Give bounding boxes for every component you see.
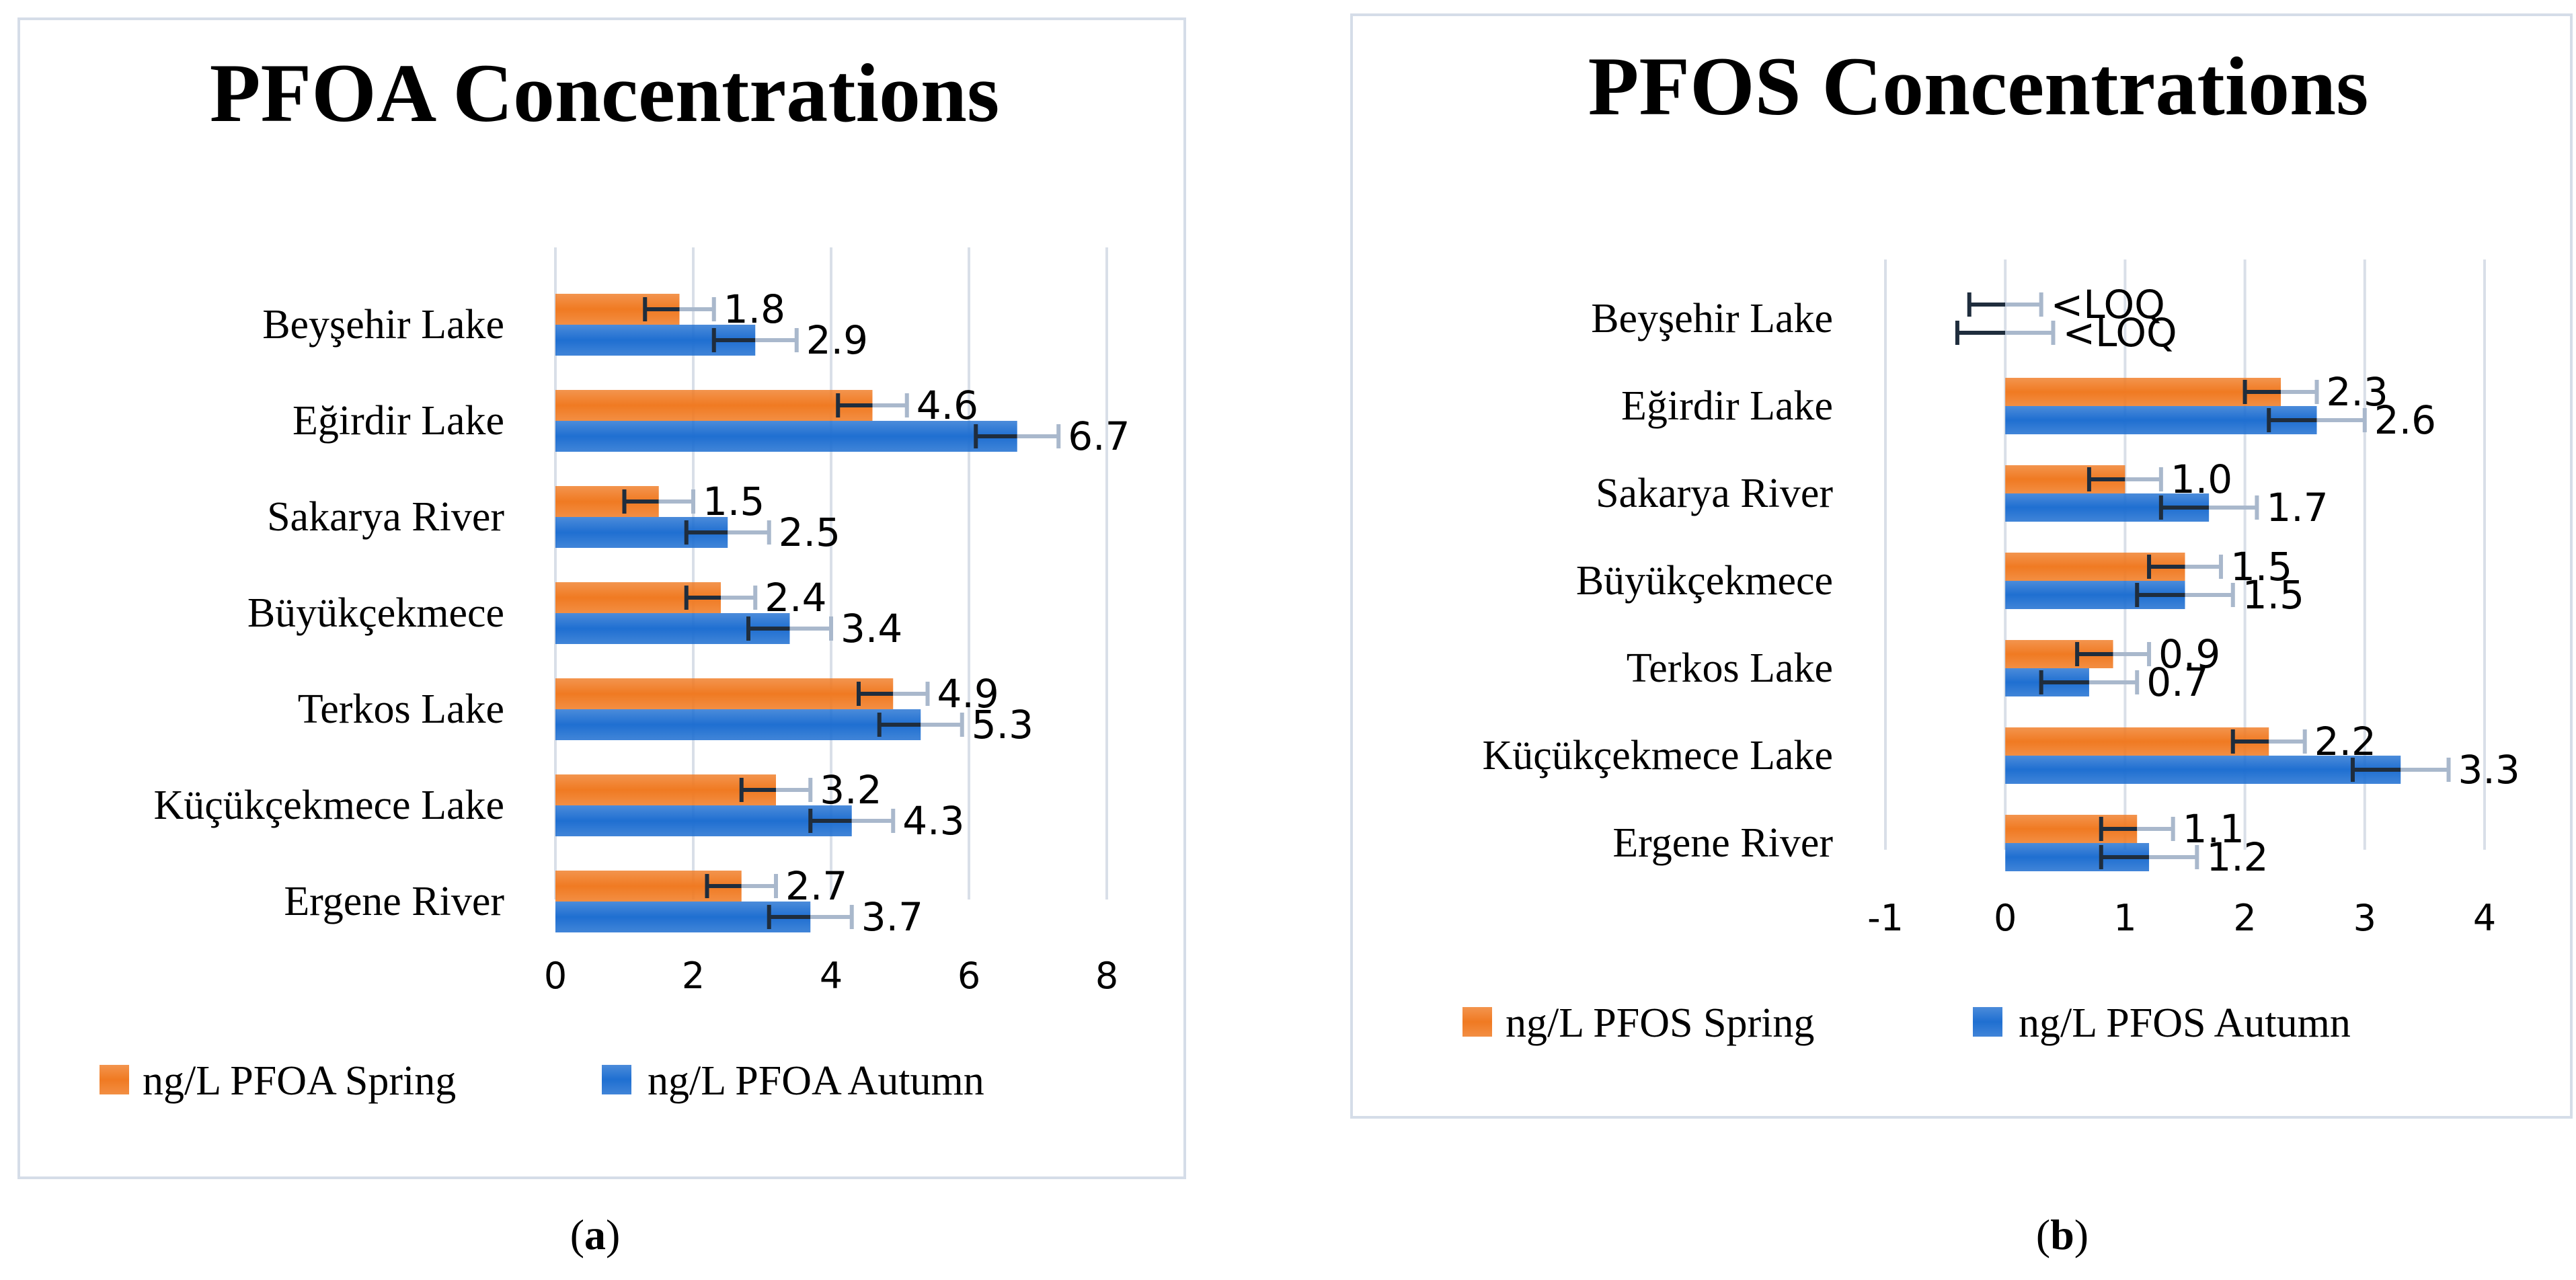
legend-swatch-ng-l-pfos-autumn [1973, 1007, 2002, 1037]
data-label-ng-l-pfos-spring-terkos-lake: 0.9 [2158, 631, 2220, 677]
x-tick-label: 1 [2113, 897, 2136, 939]
legend-label-ng-l-pfoa-spring: ng/L PFOA Spring [143, 1058, 456, 1104]
data-label-ng-l-pfoa-spring-buyukcekmece: 2.4 [765, 575, 826, 621]
data-label-ng-l-pfos-spring-ergene-river: 1.1 [2183, 806, 2245, 852]
data-label-ng-l-pfos-autumn-ergene-river: 1.2 [2206, 834, 2268, 880]
category-label-buyukcekmece: Büyükçekmece [247, 590, 504, 636]
legend-label-ng-l-pfos-spring: ng/L PFOS Spring [1506, 1000, 1814, 1046]
data-label-ng-l-pfos-autumn-sakarya-river: 1.7 [2266, 485, 2328, 530]
x-tick-label: 4 [2473, 897, 2496, 939]
caption-b: (b) [2035, 1211, 2089, 1258]
data-label-ng-l-pfoa-autumn-sakarya-river: 2.5 [779, 510, 841, 555]
bar-ng-l-pfoa-autumn-terkos-lake [555, 709, 921, 740]
legend-swatch-ng-l-pfos-spring [1462, 1007, 1492, 1037]
data-label-ng-l-pfoa-spring-sakarya-river: 1.5 [703, 479, 765, 524]
category-label-ergene-river: Ergene River [284, 879, 504, 924]
bar-ng-l-pfoa-autumn-egirdir-lake [555, 421, 1017, 452]
legend-label-ng-l-pfos-autumn: ng/L PFOS Autumn [2019, 1000, 2351, 1046]
data-label-ng-l-pfoa-spring-terkos-lake: 4.9 [937, 671, 999, 717]
data-label-ng-l-pfoa-spring-beysehir-lake: 1.8 [724, 286, 785, 332]
data-label-ng-l-pfoa-autumn-ergene-river: 3.7 [861, 894, 923, 940]
category-label-terkos-lake: Terkos Lake [1627, 645, 1833, 691]
x-tick-label: 3 [2353, 897, 2376, 939]
chart-panel-pfoa: PFOA Concentrations 0 2 4 6 8 Beyşehir Lake 1.8… [17, 17, 1186, 1179]
caption-a: (a) [570, 1211, 621, 1258]
x-tick-label: 0 [1994, 897, 2017, 939]
category-label-buyukcekmece: Büyükçekmece [1576, 558, 1833, 604]
x-tick-label: 8 [1095, 955, 1118, 997]
x-tick-label: 2 [2233, 897, 2256, 939]
data-label-ng-l-pfos-spring-beysehir-lake: <LOQ [2051, 282, 2165, 327]
category-label-beysehir-lake: Beyşehir Lake [1591, 296, 1833, 342]
category-label-egirdir-lake: Eğirdir Lake [292, 398, 504, 444]
category-label-kucukcekmece-lake: Küçükçekmece Lake [1482, 733, 1833, 778]
data-label-ng-l-pfos-autumn-beysehir-lake: <LOQ [2062, 310, 2177, 356]
legend-swatch-ng-l-pfoa-autumn [602, 1065, 631, 1094]
data-label-ng-l-pfos-autumn-buyukcekmece: 1.5 [2242, 572, 2304, 618]
category-label-sakarya-river: Sakarya River [1596, 471, 1833, 516]
bar-ng-l-pfos-spring-kucukcekmece-lake [2005, 727, 2269, 756]
x-tick-label: 0 [544, 955, 567, 997]
data-label-ng-l-pfoa-spring-egirdir-lake: 4.6 [916, 383, 978, 428]
data-label-ng-l-pfoa-autumn-beysehir-lake: 2.9 [806, 317, 868, 363]
category-label-egirdir-lake: Eğirdir Lake [1621, 383, 1833, 429]
bar-ng-l-pfoa-autumn-kucukcekmece-lake [555, 805, 852, 836]
legend-swatch-ng-l-pfoa-spring [100, 1065, 129, 1094]
category-label-ergene-river: Ergene River [1612, 820, 1833, 866]
legend-label-ng-l-pfoa-autumn: ng/L PFOA Autumn [648, 1058, 984, 1104]
chart-title: PFOA Concentrations [210, 47, 1000, 139]
data-label-ng-l-pfos-spring-buyukcekmece: 1.5 [2230, 544, 2292, 590]
data-label-ng-l-pfos-autumn-egirdir-lake: 2.6 [2374, 397, 2436, 443]
x-tick-label: 6 [958, 955, 980, 997]
data-label-ng-l-pfoa-autumn-egirdir-lake: 6.7 [1068, 413, 1130, 459]
category-label-sakarya-river: Sakarya River [267, 494, 504, 540]
bar-ng-l-pfoa-spring-terkos-lake [555, 678, 894, 709]
data-label-ng-l-pfoa-autumn-kucukcekmece-lake: 4.3 [902, 798, 964, 844]
category-label-beysehir-lake: Beyşehir Lake [262, 302, 504, 348]
data-label-ng-l-pfos-spring-egirdir-lake: 2.3 [2327, 369, 2388, 415]
category-label-kucukcekmece-lake: Küçükçekmece Lake [153, 783, 504, 828]
x-tick-label: -1 [1867, 897, 1904, 939]
data-label-ng-l-pfos-autumn-terkos-lake: 0.7 [2146, 659, 2208, 705]
category-label-terkos-lake: Terkos Lake [298, 686, 504, 732]
bar-ng-l-pfos-spring-egirdir-lake [2005, 378, 2281, 406]
x-tick-label: 4 [820, 955, 843, 997]
data-label-ng-l-pfos-autumn-kucukcekmece-lake: 3.3 [2458, 747, 2520, 793]
chart-title: PFOS Concentrations [1588, 40, 2369, 132]
data-label-ng-l-pfoa-autumn-terkos-lake: 5.3 [972, 702, 1033, 748]
data-label-ng-l-pfoa-spring-ergene-river: 2.7 [785, 863, 847, 909]
bar-ng-l-pfos-autumn-kucukcekmece-lake [2005, 756, 2401, 784]
x-tick-label: 2 [682, 955, 705, 997]
bar-ng-l-pfos-autumn-egirdir-lake [2005, 406, 2317, 434]
pfos-chart-svg: PFOS Concentrations -1 0 1 2 3 4 Beyşehir Lake <… [1462, 40, 2520, 1046]
data-label-ng-l-pfoa-spring-kucukcekmece-lake: 3.2 [820, 767, 882, 813]
bar-ng-l-pfoa-spring-egirdir-lake [555, 390, 873, 421]
data-label-ng-l-pfoa-autumn-buyukcekmece: 3.4 [841, 606, 902, 651]
bar-ng-l-pfoa-spring-kucukcekmece-lake [555, 774, 776, 805]
pfoa-chart-svg: PFOA Concentrations 0 2 4 6 8 Beyşehir Lake 1.8… [100, 47, 1130, 1104]
chart-panel-pfos: PFOS Concentrations -1 0 1 2 3 4 Beyşehir Lake <… [1350, 13, 2573, 1119]
